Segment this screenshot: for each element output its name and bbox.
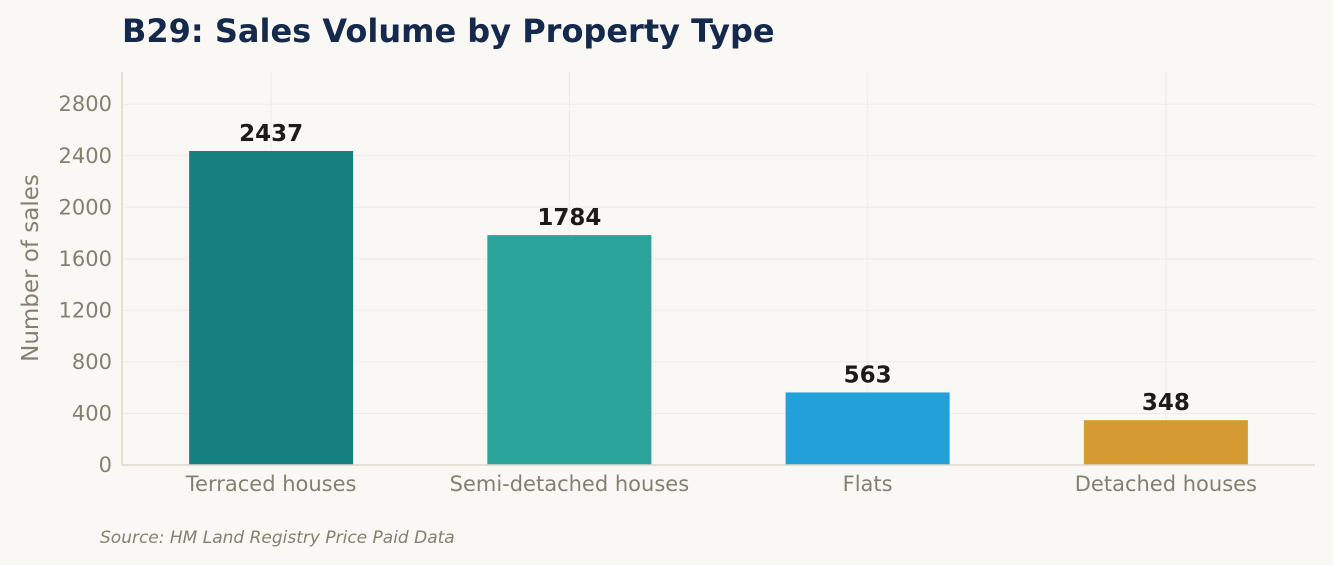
chart-title: B29: Sales Volume by Property Type bbox=[122, 12, 775, 50]
y-tick-label: 0 bbox=[99, 453, 112, 477]
source-note: Source: HM Land Registry Price Paid Data bbox=[100, 528, 455, 548]
x-tick-label: Flats bbox=[843, 472, 893, 496]
bar bbox=[1083, 420, 1248, 465]
y-tick-labels: 0 400 800 1200 1600 2000 2400 2800 bbox=[59, 92, 112, 477]
x-tick-labels: Terraced houses Semi-detached houses Flats… bbox=[185, 472, 1257, 496]
y-tick-label: 2000 bbox=[59, 195, 112, 219]
y-tick-label: 400 bbox=[72, 401, 112, 425]
bar bbox=[785, 392, 950, 465]
bar bbox=[189, 150, 354, 465]
y-tick-label: 2800 bbox=[59, 92, 112, 116]
y-tick-label: 1600 bbox=[59, 247, 112, 271]
x-tick-label: Detached houses bbox=[1075, 472, 1257, 496]
x-tick-label: Semi-detached houses bbox=[450, 472, 690, 496]
y-tick-label: 1200 bbox=[59, 298, 112, 322]
axes bbox=[121, 72, 1315, 466]
y-tick-label: 2400 bbox=[59, 144, 112, 168]
data-label: 348 bbox=[1142, 390, 1190, 416]
data-label: 563 bbox=[844, 362, 892, 388]
x-tick-label: Terraced houses bbox=[185, 472, 357, 496]
data-label: 2437 bbox=[239, 121, 303, 147]
data-labels: 2437 1784 563 348 bbox=[239, 121, 1190, 416]
data-label: 1784 bbox=[537, 205, 601, 231]
y-axis-title: Number of sales bbox=[18, 174, 44, 362]
bar bbox=[487, 235, 652, 465]
bars bbox=[189, 150, 1248, 465]
y-tick-label: 800 bbox=[72, 350, 112, 374]
